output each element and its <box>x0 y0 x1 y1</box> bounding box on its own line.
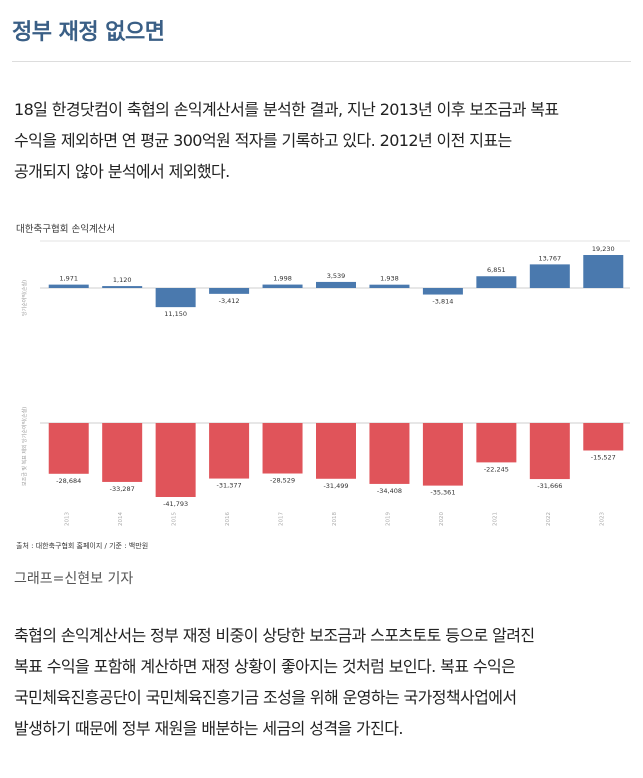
net-income-value-label: -3,412 <box>219 297 240 305</box>
adjusted-income-value-label: -31,499 <box>323 482 348 490</box>
net-income-value-label: 19,230 <box>592 245 615 253</box>
net-income-value-label: 6,851 <box>487 266 506 274</box>
net-income-value-label: 1,998 <box>273 275 292 283</box>
net-income-bar <box>102 286 143 288</box>
top-panel-series-label: 당기순이익(손실) <box>21 280 28 316</box>
net-income-value-label: -3,814 <box>432 298 453 306</box>
net-income-value-label: 1,938 <box>380 275 399 283</box>
body-line: 축협의 손익계산서는 정부 재정 비중이 상당한 보조금과 스포츠토토 등으로 … <box>14 626 535 645</box>
x-tick-label: 2018 <box>332 512 338 526</box>
body-line: 발생하기 때문에 정부 재원을 배분하는 세금의 성격을 가진다. <box>14 719 403 738</box>
adjusted-income-value-label: -31,666 <box>537 482 562 490</box>
chart-caption: 그래프=신현보 기자 <box>14 571 134 587</box>
net-income-bar <box>262 284 303 288</box>
net-income-bar <box>316 281 356 288</box>
intro-line: 수익을 제외하면 연 평균 300억원 적자를 기록하고 있다. 2012년 이… <box>14 131 512 150</box>
adjusted-income-value-label: -22,245 <box>484 465 509 473</box>
x-tick-label: 2016 <box>225 512 231 526</box>
adjusted-income-bar <box>422 423 463 486</box>
chart-svg: 대한축구협회 손익계산서 당기순이익(손실) 보조금 및 복표 제외 당기순이익… <box>16 223 630 550</box>
net-income-value-label: 1,971 <box>59 275 78 283</box>
net-income-bar <box>583 255 624 288</box>
adjusted-income-bar <box>209 423 250 479</box>
adjusted-income-bar <box>369 423 410 484</box>
heading-divider <box>12 61 631 62</box>
adjusted-income-value-label: -35,361 <box>430 489 455 497</box>
adjusted-income-bar <box>316 423 356 479</box>
adjusted-income-bar <box>155 423 196 497</box>
bottom-panel-series-label: 보조금 및 복표 제외 당기순이익(손실) <box>21 407 28 486</box>
adjusted-income-value-label: -41,793 <box>163 500 188 508</box>
body-line: 복표 수익을 포함해 계산하면 재정 상황이 좋아지는 것처럼 보인다. 복표 … <box>14 657 516 676</box>
net-income-value-label: 13,767 <box>538 254 561 262</box>
x-tick-label: 2021 <box>492 512 498 526</box>
adjusted-income-bar <box>583 423 624 451</box>
net-income-bar <box>369 284 410 288</box>
chart-source: 출처 : 대한축구협회 홈페이지 / 기준 : 백만원 <box>16 541 148 550</box>
net-income-bar <box>209 288 250 294</box>
net-income-value-label: 3,539 <box>327 272 346 280</box>
adjusted-income-value-label: -31,377 <box>217 482 242 490</box>
article-heading: 정부 재정 없으면 <box>12 20 165 45</box>
body-paragraph: 축협의 손익계산서는 정부 재정 비중이 상당한 보조금과 스포츠토토 등으로 … <box>14 620 629 744</box>
adjusted-income-bar <box>529 423 570 480</box>
net-income-value-label: 11,150 <box>164 310 187 318</box>
x-tick-label: 2022 <box>546 512 552 526</box>
adjusted-income-bar <box>476 423 517 463</box>
x-tick-label: 2017 <box>279 512 285 526</box>
x-tick-label: 2014 <box>118 512 124 526</box>
x-tick-label: 2019 <box>385 512 391 526</box>
adjusted-income-value-label: -15,527 <box>591 453 616 461</box>
net-income-bar <box>476 276 517 288</box>
adjusted-income-value-label: -34,408 <box>377 487 402 495</box>
x-tick-label: 2013 <box>65 512 71 526</box>
chart-title: 대한축구협회 손익계산서 <box>16 223 115 235</box>
chart-figure: 대한축구협회 손익계산서 당기순이익(손실) 보조금 및 복표 제외 당기순이익… <box>12 216 632 556</box>
adjusted-income-bar <box>48 423 89 474</box>
x-tick-label: 2015 <box>172 512 178 526</box>
net-income-bar <box>48 284 89 288</box>
intro-line: 공개되지 않아 분석에서 제외했다. <box>14 162 230 181</box>
x-tick-label: 2020 <box>439 512 445 526</box>
net-income-bar <box>529 264 570 288</box>
body-line: 국민체육진흥공단이 국민체육진흥기금 조성을 위해 운영하는 국가정책사업에서 <box>14 688 517 707</box>
adjusted-income-bar <box>262 423 303 474</box>
intro-paragraph: 18일 한경닷컴이 축협의 손익계산서를 분석한 결과, 지난 2013년 이후… <box>14 94 629 187</box>
x-tick-label: 2023 <box>599 512 605 526</box>
net-income-bar <box>422 288 463 295</box>
net-income-value-label: 1,120 <box>113 276 132 284</box>
intro-line: 18일 한경닷컴이 축협의 손익계산서를 분석한 결과, 지난 2013년 이후… <box>14 100 559 119</box>
adjusted-income-bar <box>102 423 143 482</box>
adjusted-income-value-label: -33,287 <box>110 485 135 493</box>
adjusted-income-value-label: -28,529 <box>270 477 295 485</box>
net-income-bar <box>155 288 196 308</box>
adjusted-income-value-label: -28,684 <box>56 477 81 485</box>
